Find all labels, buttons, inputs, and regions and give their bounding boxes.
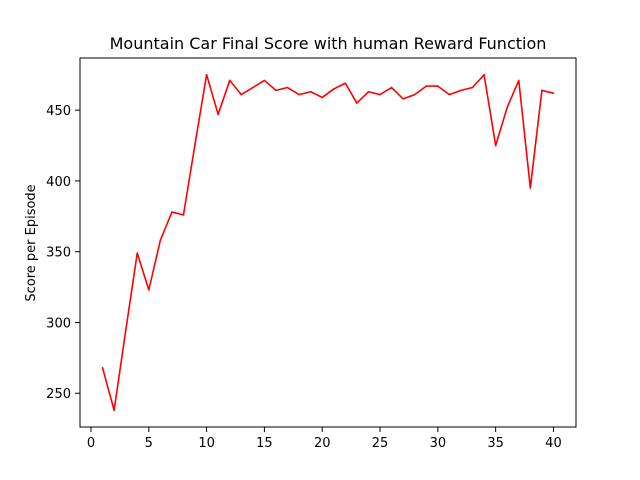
data-point: [194, 143, 196, 145]
data-point: [367, 90, 370, 93]
data-point: [506, 106, 509, 109]
data-point: [252, 86, 254, 89]
data-point: [147, 289, 150, 291]
data-point: [494, 144, 497, 147]
x-tick-label: 40: [545, 436, 562, 451]
data-point: [309, 90, 312, 93]
data-point: [471, 86, 474, 89]
data-point: [448, 93, 451, 96]
data-point: [517, 79, 520, 82]
data-point: [240, 93, 243, 96]
series-layer: [101, 73, 555, 412]
data-point: [552, 92, 555, 94]
y-tick-label: 400: [46, 175, 71, 190]
data-point: [390, 86, 393, 89]
series-line: [101, 73, 554, 412]
data-point: [356, 102, 358, 104]
y-axis-label: Score per Episode: [24, 184, 39, 301]
x-tick-label: 30: [430, 436, 447, 451]
data-point: [159, 239, 162, 242]
data-point: [483, 73, 485, 76]
chart-title: Mountain Car Final Score with human Rewa…: [110, 34, 547, 53]
x-tick-label: 10: [198, 436, 215, 451]
data-point: [344, 82, 347, 85]
data-point: [298, 93, 300, 96]
data-point: [286, 86, 289, 89]
data-point: [413, 93, 416, 96]
data-point: [263, 79, 266, 82]
data-point: [136, 252, 139, 254]
data-point: [124, 330, 127, 332]
data-point: [460, 89, 462, 92]
x-tick-label: 15: [256, 436, 273, 451]
data-point: [113, 409, 115, 412]
x-tick-label: 5: [145, 436, 153, 451]
x-tick-label: 25: [372, 436, 389, 451]
data-point: [275, 89, 277, 92]
y-tick-label: 300: [46, 316, 71, 331]
data-point: [217, 113, 219, 116]
data-point: [171, 211, 173, 213]
data-point: [228, 79, 231, 82]
data-point: [332, 88, 335, 90]
data-point: [379, 93, 381, 96]
data-point: [182, 214, 185, 216]
y-tick-label: 350: [46, 246, 71, 261]
y-tick-label: 450: [46, 104, 71, 119]
data-point: [402, 98, 404, 100]
data-point: [321, 96, 324, 99]
plot-frame: [79, 57, 577, 428]
x-tick-label: 20: [314, 436, 331, 451]
data-point: [541, 89, 543, 92]
data-point: [425, 85, 428, 87]
data-point: [101, 366, 104, 369]
y-tick-label: 250: [46, 387, 71, 402]
x-axis-ticks: 0 5 10 15 20 25 30 35 40: [87, 427, 562, 451]
x-tick-label: 35: [487, 436, 504, 451]
data-point: [529, 187, 532, 189]
x-tick-label: 0: [87, 436, 95, 451]
y-axis-ticks: 250 300 350 400 450: [46, 104, 80, 402]
data-point: [437, 85, 439, 87]
data-point: [205, 73, 208, 76]
